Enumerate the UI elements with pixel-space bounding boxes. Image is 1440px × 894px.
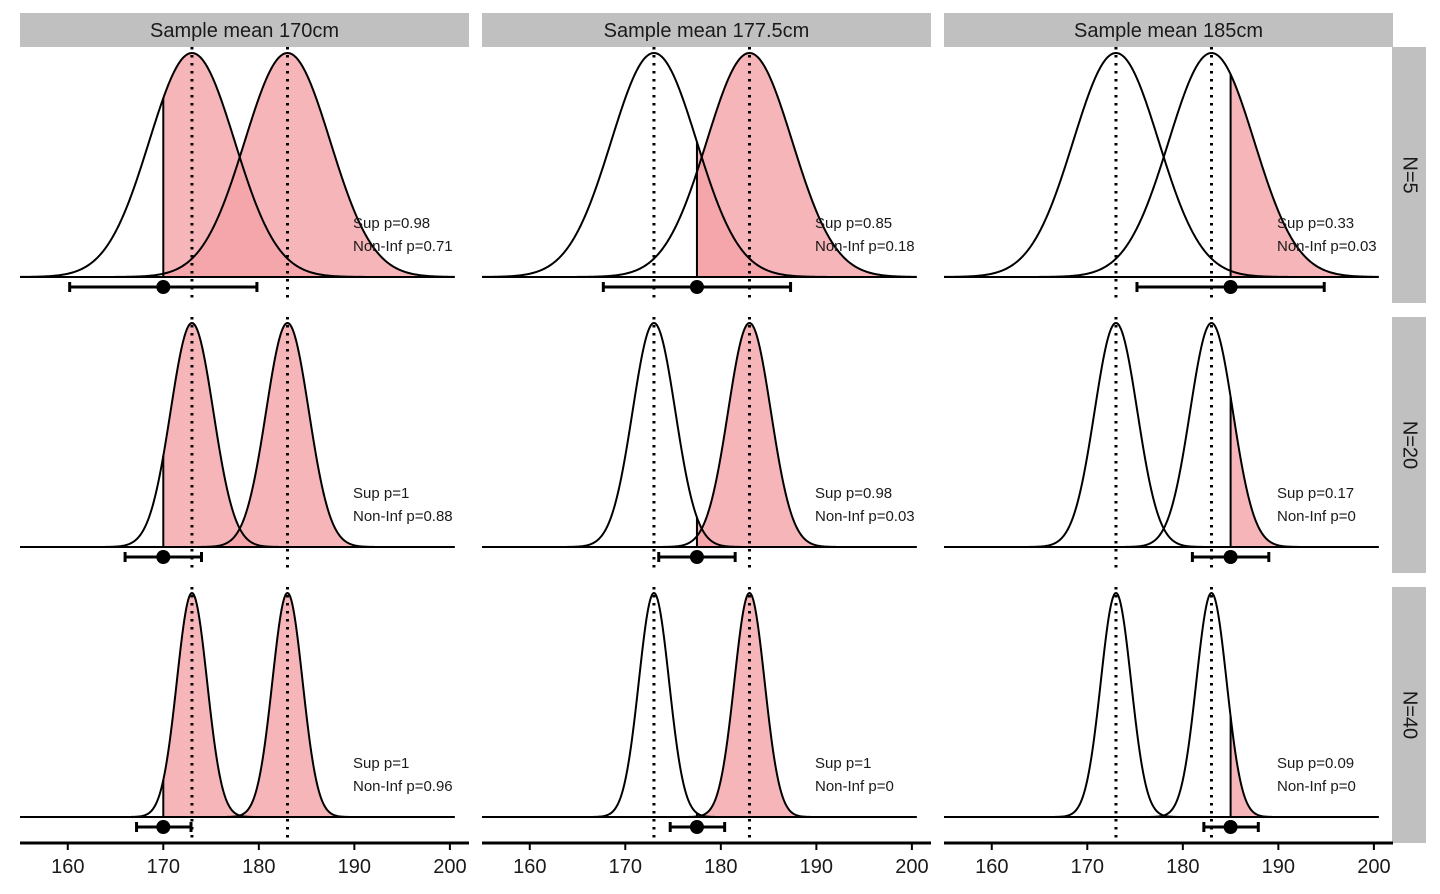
facet-panel: Sup p=0.85 Non-Inf p=0.18 bbox=[482, 47, 917, 303]
shaded-density-area bbox=[696, 323, 917, 547]
sample-mean-point bbox=[1223, 280, 1238, 294]
sample-mean-point bbox=[689, 550, 704, 564]
x-tick-label: 160 bbox=[975, 856, 1008, 878]
facet-panel: Sup p=1 Non-Inf p=0 bbox=[482, 587, 917, 843]
x-tick-label: 180 bbox=[242, 856, 275, 878]
facet-panel: Sup p=0.09 Non-Inf p=0 bbox=[944, 587, 1379, 843]
x-tick-label: 200 bbox=[895, 856, 928, 878]
x-tick-label: 190 bbox=[338, 856, 371, 878]
row-strip bbox=[1392, 47, 1426, 303]
x-tick-label: 180 bbox=[704, 856, 737, 878]
row-strip-label: N=20 bbox=[1399, 421, 1421, 469]
noninferiority-p-label: Non-Inf p=0 bbox=[1277, 778, 1356, 795]
row-strip bbox=[1392, 317, 1426, 573]
facet-panel: Sup p=0.98 Non-Inf p=0.71 bbox=[20, 47, 455, 303]
superiority-p-label: Sup p=1 bbox=[353, 485, 409, 502]
facet-panel: Sup p=1 Non-Inf p=0.96 bbox=[20, 587, 455, 843]
sample-mean-point bbox=[156, 550, 171, 564]
x-tick-label: 170 bbox=[609, 856, 642, 878]
shaded-density-area bbox=[163, 323, 455, 547]
x-tick-label: 160 bbox=[51, 856, 84, 878]
shaded-density-area bbox=[163, 593, 455, 817]
sample-mean-point bbox=[156, 280, 171, 294]
superiority-p-label: Sup p=1 bbox=[815, 755, 871, 772]
superiority-p-label: Sup p=0.17 bbox=[1277, 485, 1354, 502]
x-tick-label: 190 bbox=[1262, 856, 1295, 878]
x-tick-label: 160 bbox=[513, 856, 546, 878]
superiority-p-label: Sup p=0.98 bbox=[353, 215, 430, 232]
noninferiority-p-label: Non-Inf p=0.03 bbox=[815, 508, 915, 525]
shaded-density-area bbox=[696, 593, 917, 817]
column-strip bbox=[20, 13, 469, 47]
noninferiority-p-label: Non-Inf p=0 bbox=[1277, 508, 1356, 525]
column-strip-label: Sample mean 185cm bbox=[1074, 20, 1263, 42]
superiority-p-label: Sup p=1 bbox=[353, 755, 409, 772]
shaded-density-area bbox=[1230, 396, 1379, 547]
facet-panel: Sup p=0.98 Non-Inf p=0.03 bbox=[482, 317, 917, 573]
column-strip bbox=[944, 13, 1393, 47]
x-tick-label: 170 bbox=[1071, 856, 1104, 878]
shaded-density-area bbox=[696, 53, 917, 277]
shaded-density-area bbox=[163, 323, 455, 547]
x-tick-label: 190 bbox=[800, 856, 833, 878]
facet-panel: Sup p=1 Non-Inf p=0.88 bbox=[20, 317, 455, 573]
superiority-p-label: Sup p=0.85 bbox=[815, 215, 892, 232]
noninferiority-p-label: Non-Inf p=0.96 bbox=[353, 778, 453, 795]
noninferiority-p-label: Non-Inf p=0.71 bbox=[353, 238, 453, 255]
column-strip-label: Sample mean 170cm bbox=[150, 20, 339, 42]
row-strip-label: N=40 bbox=[1399, 691, 1421, 739]
noninferiority-p-label: Non-Inf p=0.18 bbox=[815, 238, 915, 255]
noninferiority-p-label: Non-Inf p=0.03 bbox=[1277, 238, 1377, 255]
superiority-p-label: Sup p=0.09 bbox=[1277, 755, 1354, 772]
noninferiority-p-label: Non-Inf p=0 bbox=[815, 778, 894, 795]
column-strip bbox=[482, 13, 931, 47]
superiority-p-label: Sup p=0.33 bbox=[1277, 215, 1354, 232]
row-strip-label: N=5 bbox=[1399, 156, 1421, 193]
shaded-density-area bbox=[1230, 74, 1379, 277]
sample-mean-point bbox=[689, 820, 704, 834]
superiority-p-label: Sup p=0.98 bbox=[815, 485, 892, 502]
sample-mean-point bbox=[1223, 820, 1238, 834]
x-tick-label: 180 bbox=[1166, 856, 1199, 878]
sample-mean-point bbox=[1223, 550, 1238, 564]
shaded-density-area bbox=[163, 53, 455, 277]
x-tick-label: 170 bbox=[147, 856, 180, 878]
sample-mean-point bbox=[689, 280, 704, 294]
column-strip-label: Sample mean 177.5cm bbox=[604, 20, 810, 42]
x-tick-label: 200 bbox=[1357, 856, 1390, 878]
shaded-density-area bbox=[163, 593, 455, 817]
sample-mean-point bbox=[156, 820, 171, 834]
x-tick-label: 200 bbox=[433, 856, 466, 878]
noninferiority-p-label: Non-Inf p=0.88 bbox=[353, 508, 453, 525]
facet-panel: Sup p=0.17 Non-Inf p=0 bbox=[944, 317, 1379, 573]
facet-panel: Sup p=0.33 Non-Inf p=0.03 bbox=[944, 47, 1379, 303]
shaded-density-area bbox=[1230, 716, 1379, 817]
row-strip bbox=[1392, 587, 1426, 843]
